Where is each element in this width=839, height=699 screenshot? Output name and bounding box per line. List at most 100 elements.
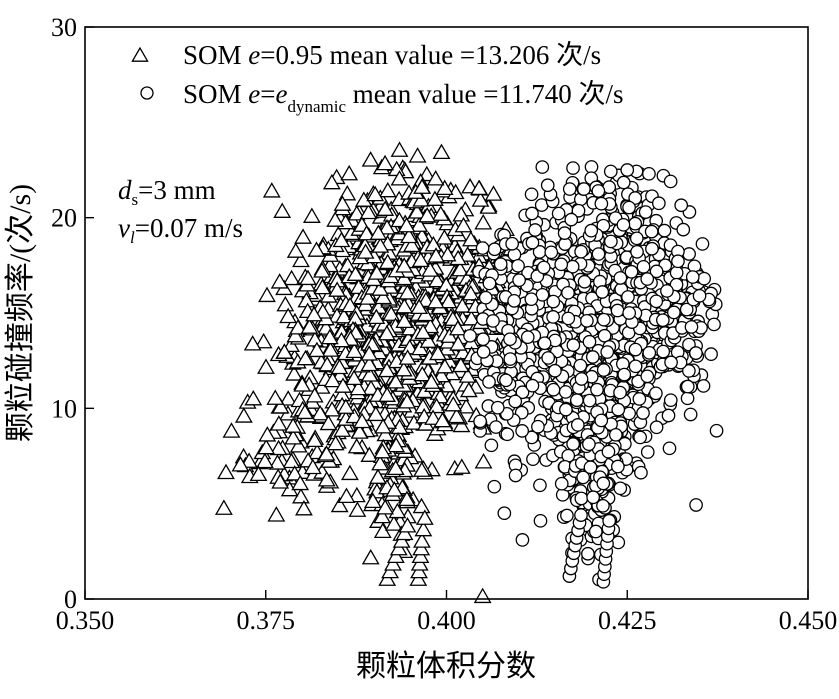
triangle-point xyxy=(270,273,289,289)
circle-point xyxy=(520,330,535,345)
triangle-point xyxy=(384,515,403,531)
triangle-point xyxy=(427,397,446,414)
circle-point xyxy=(559,402,573,417)
triangle-point xyxy=(271,398,290,414)
triangle-point xyxy=(323,371,342,388)
triangle-point xyxy=(452,458,471,474)
axis-ticks: 0.350 0.375 0.400 0.425 0.450 0 10 20 30 xyxy=(51,13,837,635)
circle-point xyxy=(548,363,562,378)
triangle-point xyxy=(321,341,340,357)
circle-point xyxy=(583,460,598,475)
triangle-point xyxy=(284,417,302,433)
circle-point xyxy=(507,247,522,262)
triangle-point xyxy=(376,154,394,171)
triangle-point xyxy=(424,235,443,252)
triangle-point xyxy=(438,245,457,262)
circle-point xyxy=(636,259,651,274)
triangle-point xyxy=(459,381,478,398)
anno-ds-rest: =3 mm xyxy=(138,175,215,205)
circle-point xyxy=(591,184,606,198)
circle-point xyxy=(696,379,711,393)
triangle-point xyxy=(364,492,382,509)
triangle-point xyxy=(350,423,369,439)
triangle-point xyxy=(303,458,322,475)
circle-point xyxy=(584,223,599,238)
circle-point xyxy=(478,290,493,305)
circle-point xyxy=(613,271,628,285)
triangle-point xyxy=(390,170,409,186)
triangle-point xyxy=(293,376,312,392)
circle-point xyxy=(689,498,703,512)
triangle-point xyxy=(377,324,396,341)
triangle-point xyxy=(387,436,406,453)
circle-point xyxy=(684,320,699,334)
triangle-point xyxy=(362,379,380,396)
circle-point xyxy=(622,306,637,320)
triangle-point xyxy=(412,497,431,514)
circle-point xyxy=(544,245,559,260)
circle-point xyxy=(596,312,611,327)
triangle-point xyxy=(458,367,477,383)
triangle-point xyxy=(279,307,298,324)
circle-point xyxy=(621,290,635,304)
triangle-point xyxy=(428,271,446,288)
triangle-point xyxy=(377,361,396,378)
circle-point xyxy=(685,270,700,284)
circle-point xyxy=(622,200,636,215)
triangle-point xyxy=(334,377,352,393)
circle-point xyxy=(473,414,487,429)
circle-point xyxy=(628,216,643,231)
y-tick-label: 20 xyxy=(51,204,77,233)
triangle-point xyxy=(267,506,286,522)
triangle-point xyxy=(262,182,281,198)
triangle-point xyxy=(376,200,395,216)
triangle-point xyxy=(398,490,416,507)
circle-point xyxy=(561,311,576,326)
circle-point xyxy=(562,182,577,196)
circle-point xyxy=(580,313,594,328)
triangle-point xyxy=(376,425,395,442)
triangle-point xyxy=(337,487,356,504)
triangle-point xyxy=(426,190,444,206)
circle-point xyxy=(669,265,684,280)
circle-point xyxy=(657,223,672,238)
circle-point xyxy=(683,407,698,422)
circle-point xyxy=(624,264,639,279)
triangle-point xyxy=(300,318,319,334)
annotations: ds=3 mm vl=0.07 m/s xyxy=(118,175,243,247)
circle-point xyxy=(663,174,678,189)
triangle-point xyxy=(275,343,294,359)
triangle-point xyxy=(378,386,397,402)
triangle-point xyxy=(338,184,357,201)
circle-point xyxy=(524,187,539,202)
circle-point xyxy=(546,294,561,309)
circle-point xyxy=(610,303,625,318)
triangle-point xyxy=(427,247,445,263)
circle-point xyxy=(525,206,539,221)
triangle-point xyxy=(386,373,405,389)
circle-point xyxy=(508,468,523,483)
triangle-point xyxy=(382,305,401,321)
circle-point xyxy=(707,317,721,332)
circle-point xyxy=(636,406,650,420)
circle-point xyxy=(649,264,664,279)
circle-point xyxy=(591,247,606,261)
circle-point xyxy=(484,438,499,453)
circle-point xyxy=(576,470,591,485)
circle-point xyxy=(604,234,618,249)
triangle-point xyxy=(294,228,312,244)
circle-point xyxy=(561,285,575,300)
circle-point xyxy=(582,334,597,349)
triangle-point xyxy=(318,355,337,372)
y-axis-title: 颗粒碰撞频率/(次/s) xyxy=(4,184,37,442)
triangle-point xyxy=(374,418,392,434)
triangle-point xyxy=(254,332,273,349)
circle-point xyxy=(577,182,591,196)
triangle-point xyxy=(282,269,301,286)
triangle-point xyxy=(371,280,390,296)
legend: SOM e=0.95 mean value =13.206 次/s SOM e=… xyxy=(131,40,623,116)
triangle-point xyxy=(282,452,301,469)
circle-point xyxy=(663,393,678,408)
triangle-point xyxy=(268,454,287,470)
circle-point xyxy=(603,164,618,179)
